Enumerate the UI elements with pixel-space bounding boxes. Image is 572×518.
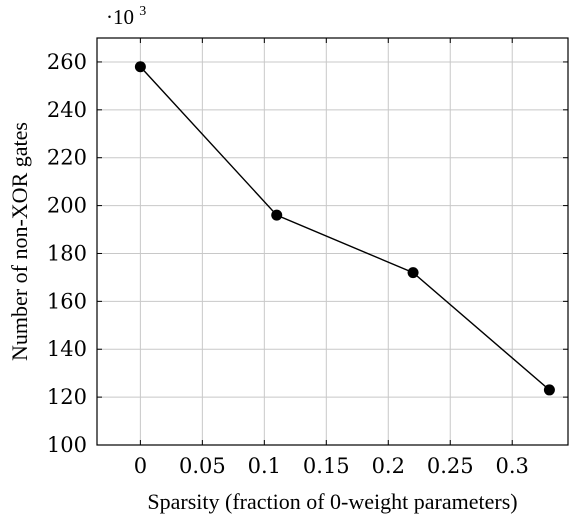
y-multiplier-label: ·10 3 — [106, 4, 146, 29]
y-axis-label: Number of non-XOR gates — [7, 122, 32, 361]
y-tick-label: 240 — [47, 98, 87, 122]
x-tick-label: 0.15 — [303, 454, 350, 478]
y-multiplier-exponent: 3 — [139, 4, 146, 19]
y-tick-label: 220 — [47, 146, 87, 170]
grid — [97, 38, 568, 446]
x-tick-label: 0.1 — [248, 454, 281, 478]
data-point — [134, 61, 146, 73]
x-tick-label: 0.2 — [372, 454, 405, 478]
data-series — [134, 61, 555, 396]
y-tick-label: 260 — [47, 50, 87, 74]
axis-ticks: 0 0.05 0.1 0.15 0.2 0.25 0.3 100 120 140 160 180 200… — [47, 38, 568, 478]
y-tick-label: 100 — [47, 433, 87, 457]
plot-frame — [96, 37, 569, 446]
x-tick-label: 0 — [134, 454, 147, 478]
x-tick-label: 0.3 — [496, 454, 529, 478]
series-line — [139, 66, 550, 391]
y-tick-label: 120 — [47, 385, 87, 409]
y-tick-label: 160 — [47, 289, 87, 313]
y-tick-label: 180 — [47, 241, 87, 265]
x-tick-label: 0.25 — [427, 454, 474, 478]
y-multiplier-base: ·10 — [106, 5, 134, 29]
x-axis-label: Sparsity (fraction of 0-weight parameter… — [147, 489, 517, 514]
data-point — [543, 384, 555, 396]
data-point — [271, 209, 283, 221]
data-point — [407, 267, 419, 279]
y-tick-label: 140 — [47, 337, 87, 361]
y-tick-label: 200 — [47, 194, 87, 218]
x-tick-label: 0.05 — [179, 454, 226, 478]
